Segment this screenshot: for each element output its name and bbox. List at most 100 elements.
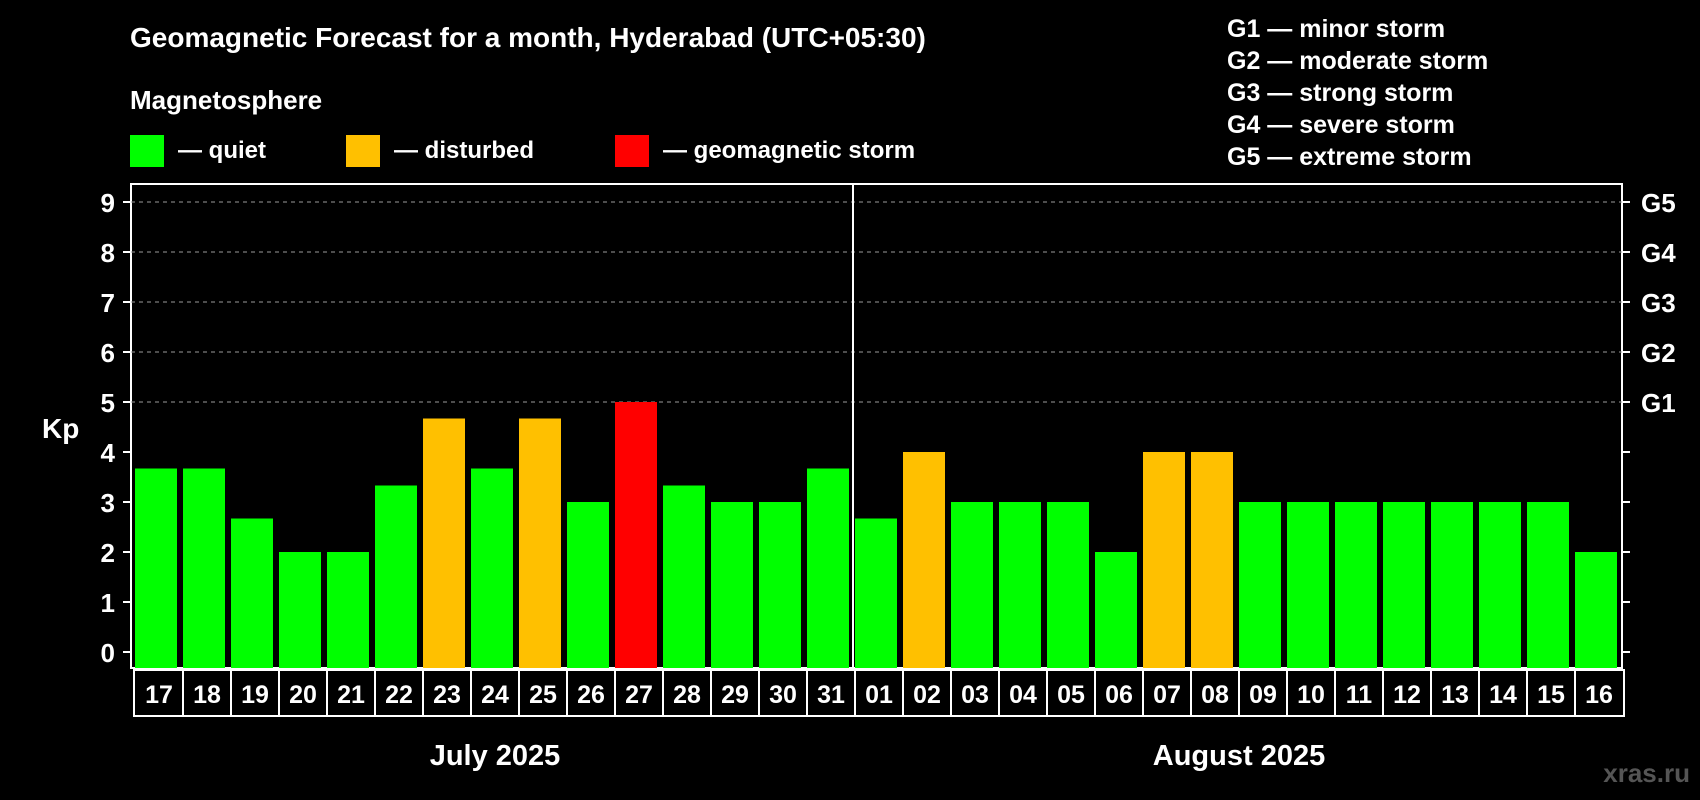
grid-lines: [131, 184, 1622, 668]
bar-06-quiet: [1095, 552, 1137, 668]
bar-07-disturbed: [1143, 452, 1185, 668]
magnetosphere-legend: — quiet — disturbed — geomagnetic storm: [130, 135, 915, 167]
day-label-05: 05: [1057, 681, 1085, 709]
legend-label-quiet: — quiet: [178, 137, 266, 164]
storm-level-g2: G2 — moderate storm: [1227, 47, 1488, 75]
y-tick-label-1: 1: [101, 588, 115, 618]
day-label-01: 01: [865, 681, 893, 709]
day-label-21: 21: [337, 681, 365, 709]
bar-10-quiet: [1287, 502, 1329, 668]
day-label-07: 07: [1153, 681, 1181, 709]
bar-12-quiet: [1383, 502, 1425, 668]
day-label-28: 28: [673, 681, 701, 709]
day-label-20: 20: [289, 681, 317, 709]
bar-14-quiet: [1479, 502, 1521, 668]
y-tick-label-4: 4: [101, 438, 116, 468]
day-label-14: 14: [1489, 681, 1517, 709]
bar-25-disturbed: [519, 418, 561, 668]
axis-ticks: 0 1 2 3 4 5 6 7 8 9 G1 G2 G3 G4 G5: [101, 188, 1677, 668]
bar-11-quiet: [1335, 502, 1377, 668]
day-label-11: 11: [1346, 681, 1373, 709]
day-label-12: 12: [1393, 681, 1421, 709]
bar-28-quiet: [663, 485, 705, 668]
y-axis-label: Kp: [42, 413, 79, 444]
bar-05-quiet: [1047, 502, 1089, 668]
bar-21-quiet: [327, 552, 369, 668]
day-label-strip: [133, 669, 1625, 717]
day-label-08: 08: [1201, 681, 1229, 709]
day-label-26: 26: [577, 681, 605, 709]
bar-31-quiet: [807, 468, 849, 668]
y-tick-label-0: 0: [101, 638, 115, 668]
bar-20-quiet: [279, 552, 321, 668]
day-label-03: 03: [961, 681, 989, 709]
month-label-0: July 2025: [430, 740, 561, 772]
bar-16-quiet: [1575, 552, 1617, 668]
bar-18-quiet: [183, 468, 225, 668]
y-tick-label-2: 2: [101, 538, 115, 568]
day-label-16: 16: [1585, 681, 1613, 709]
storm-level-g1: G1 — minor storm: [1227, 15, 1445, 43]
bar-24-quiet: [471, 468, 513, 668]
bar-09-quiet: [1239, 502, 1281, 668]
day-label-19: 19: [241, 681, 269, 709]
storm-level-legend: G1 — minor storm G2 — moderate storm G3 …: [1227, 15, 1488, 171]
legend-swatch-quiet: [130, 135, 164, 167]
y-tick-label-7: 7: [101, 288, 115, 318]
legend-swatch-storm: [615, 135, 649, 167]
bar-01-quiet: [855, 518, 897, 668]
day-label-04: 04: [1009, 681, 1037, 709]
bar-13-quiet: [1431, 502, 1473, 668]
bar-22-quiet: [375, 485, 417, 668]
bar-23-disturbed: [423, 418, 465, 668]
day-labels: 17 18 19 20 21 22 23 24 25 26 27 28 29 30 31 01 02 03 04 05…: [133, 669, 1625, 717]
y-tick-label-5: 5: [101, 388, 115, 418]
bar-27-storm: [615, 402, 657, 668]
day-label-30: 30: [769, 681, 797, 709]
storm-level-g5: G5 — extreme storm: [1227, 143, 1472, 171]
legend-label-disturbed: — disturbed: [394, 137, 534, 164]
day-label-15: 15: [1537, 681, 1565, 709]
bar-30-quiet: [759, 502, 801, 668]
right-tick-label-g2: G2: [1641, 338, 1676, 368]
y-tick-label-3: 3: [101, 488, 115, 518]
bar-26-quiet: [567, 502, 609, 668]
right-tick-label-g3: G3: [1641, 288, 1676, 318]
legend-swatch-disturbed: [346, 135, 380, 167]
bar-29-quiet: [711, 502, 753, 668]
day-label-06: 06: [1105, 681, 1133, 709]
bar-04-quiet: [999, 502, 1041, 668]
day-label-23: 23: [433, 681, 461, 709]
month-label-1: August 2025: [1153, 740, 1325, 772]
bar-03-quiet: [951, 502, 993, 668]
bar-15-quiet: [1527, 502, 1569, 668]
day-label-17: 17: [145, 681, 173, 709]
chart-subtitle: Magnetosphere: [130, 85, 322, 115]
right-tick-label-g5: G5: [1641, 188, 1676, 218]
day-label-22: 22: [385, 681, 413, 709]
bar-19-quiet: [231, 518, 273, 668]
right-tick-label-g1: G1: [1641, 388, 1676, 418]
day-label-09: 09: [1249, 681, 1277, 709]
y-tick-label-8: 8: [101, 238, 115, 268]
day-label-02: 02: [913, 681, 941, 709]
storm-level-g4: G4 — severe storm: [1227, 111, 1455, 139]
day-label-13: 13: [1441, 681, 1469, 709]
y-tick-label-9: 9: [101, 188, 115, 218]
watermark: xras.ru: [1603, 758, 1690, 788]
day-label-25: 25: [529, 681, 557, 709]
bar-08-disturbed: [1191, 452, 1233, 668]
bar-17-quiet: [135, 468, 177, 668]
day-label-29: 29: [721, 681, 749, 709]
legend-label-storm: — geomagnetic storm: [663, 137, 915, 164]
day-label-10: 10: [1297, 681, 1325, 709]
day-label-27: 27: [625, 681, 653, 709]
y-tick-label-6: 6: [101, 338, 115, 368]
day-label-24: 24: [481, 681, 509, 709]
bar-02-disturbed: [903, 452, 945, 668]
bars: [135, 402, 1617, 668]
storm-level-g3: G3 — strong storm: [1227, 79, 1453, 107]
right-tick-label-g4: G4: [1641, 238, 1676, 268]
month-labels: July 2025 August 2025: [430, 740, 1326, 772]
